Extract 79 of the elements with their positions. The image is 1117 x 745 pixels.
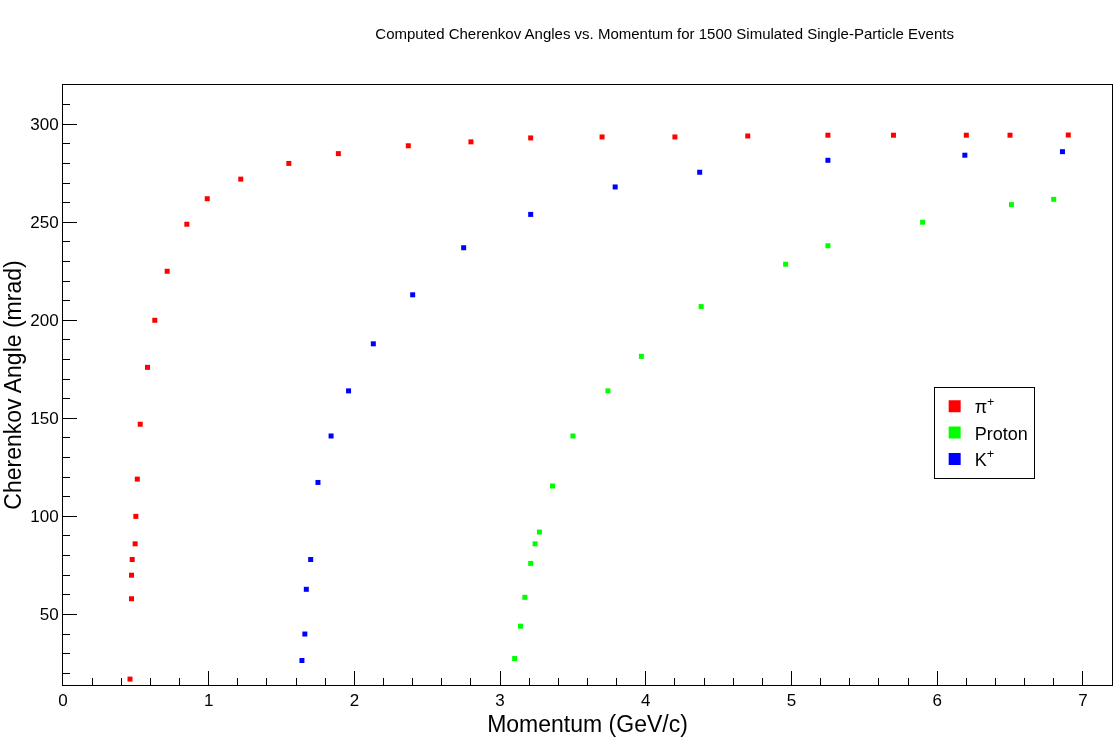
x-tick-label: 3 [495,691,505,711]
point [303,586,309,592]
point [1007,132,1013,138]
point [468,139,474,145]
y-tick-label: 200 [30,311,59,331]
x-tick-label: 4 [641,691,651,711]
point [920,219,926,225]
point [152,317,158,323]
point [672,134,678,140]
x-tick-label: 2 [349,691,360,711]
point [204,196,210,202]
point [370,341,376,347]
y-tick-label: 100 [30,507,59,527]
point [1051,196,1057,202]
point [532,541,538,547]
point [745,133,751,139]
x-tick-label: 6 [932,691,942,711]
point [335,151,341,157]
point [1065,132,1071,138]
point [599,134,605,140]
legend-label: π$^{+}$ [974,394,995,418]
x-tick-label: 0 [58,691,68,711]
point [512,656,518,662]
point [962,152,968,158]
y-tick-label: 300 [30,115,59,135]
x-tick-label: 7 [1078,691,1088,711]
point [133,513,139,519]
y-tick-label: 50 [39,605,59,625]
point [164,268,170,274]
point [1008,202,1014,208]
point [132,541,138,547]
point [528,211,534,217]
point [346,388,352,394]
point [605,388,611,394]
point [1059,149,1065,155]
point [328,433,334,439]
point [127,676,133,682]
legend-label: K$^{+}$ [974,447,995,471]
point [570,433,576,439]
point [517,623,523,629]
y-axis-title: Cherenkov Angle (mrad) [0,260,26,510]
point [137,421,143,427]
point [825,132,831,138]
point [536,529,542,535]
point [302,631,308,637]
point [286,160,292,166]
legend-label: Proton [974,423,1028,444]
point [698,304,704,310]
point [238,176,244,182]
point [405,143,411,149]
point [783,261,789,267]
point [825,243,831,249]
point [308,557,314,563]
x-tick-label: 1 [203,691,214,711]
point [128,596,134,602]
point [129,557,135,563]
point [697,169,703,175]
point [963,132,969,138]
point [528,560,534,566]
point [299,657,305,663]
point [134,476,140,482]
point [550,483,556,489]
point [461,245,467,251]
chart-title: Computed Cherenkov Angles vs. Momentum for 1500 Simulated Single-Particle Events [375,24,954,42]
point [315,479,321,485]
point [825,157,831,163]
point [638,353,644,359]
point [528,135,534,141]
x-tick-label: 5 [786,691,797,711]
x-axis-title: Momentum (GeV/c) [487,711,688,737]
point [128,572,134,578]
point [184,221,190,227]
point [522,594,528,600]
point [410,292,416,298]
point [890,132,896,138]
y-tick-label: 250 [30,213,59,233]
point [145,364,150,370]
point [612,184,618,190]
y-tick-label: 150 [30,409,59,429]
